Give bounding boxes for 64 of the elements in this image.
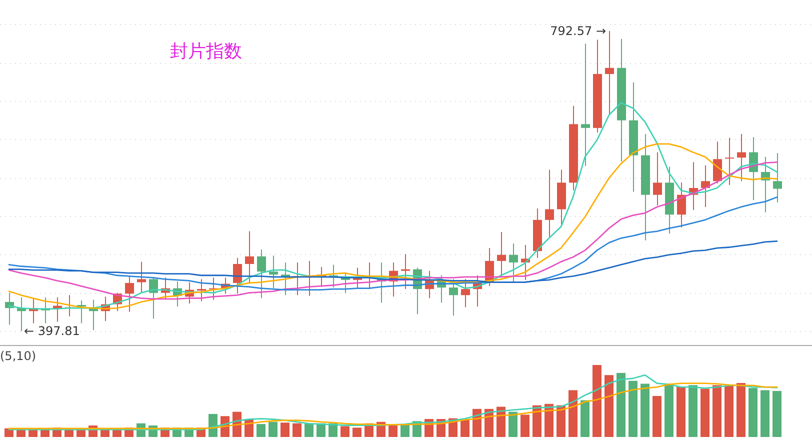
bar	[604, 375, 614, 437]
candlestick	[737, 134, 746, 182]
candlestick	[233, 257, 242, 294]
bar	[760, 390, 770, 437]
bar	[208, 414, 218, 437]
bar	[340, 426, 350, 437]
bar	[532, 405, 542, 437]
candlestick	[449, 278, 458, 316]
bar	[400, 424, 410, 437]
candlestick	[149, 276, 158, 320]
bar	[496, 406, 506, 437]
bar	[304, 423, 314, 437]
chart-title: (5,10)	[0, 349, 36, 363]
bar	[556, 405, 566, 437]
candlestick	[653, 152, 662, 206]
bar	[640, 384, 650, 437]
bar	[256, 424, 266, 437]
bar	[112, 430, 122, 437]
candlestick	[461, 278, 470, 308]
bar	[292, 423, 302, 437]
bar	[700, 388, 710, 437]
candlestick	[125, 276, 134, 312]
bar	[544, 404, 554, 437]
bar	[676, 386, 686, 437]
candlestick	[269, 255, 278, 289]
candlestick	[257, 249, 266, 299]
candlestick	[497, 232, 506, 278]
bar	[736, 383, 746, 437]
bar	[568, 390, 578, 437]
bar	[748, 388, 758, 437]
bar	[472, 408, 482, 437]
bar	[388, 425, 398, 437]
bar	[628, 380, 638, 437]
bar	[352, 428, 362, 437]
candlestick	[401, 254, 410, 290]
text: 封片指数	[170, 41, 242, 62]
candlestick	[77, 300, 86, 324]
candlestick	[137, 261, 146, 294]
bar	[520, 414, 530, 437]
candlestick	[581, 43, 590, 166]
bar	[280, 422, 290, 437]
candlestick	[773, 152, 782, 203]
bar	[580, 400, 590, 437]
bar	[460, 420, 470, 437]
bar	[712, 385, 722, 437]
candlestick	[509, 242, 518, 283]
candlestick	[605, 30, 614, 116]
bar	[268, 422, 278, 437]
annotation: ← 397.81	[24, 324, 80, 338]
bar	[616, 372, 626, 437]
bar	[508, 412, 518, 437]
bar	[724, 386, 734, 437]
bar	[664, 384, 674, 437]
bar	[652, 396, 662, 437]
candlestick	[725, 137, 734, 186]
bar	[772, 390, 782, 437]
annotation: 792.57 →	[550, 24, 606, 38]
candlestick	[245, 230, 254, 284]
bar	[688, 385, 698, 437]
candlestick	[701, 164, 710, 208]
candlestick	[197, 278, 206, 302]
candlestick	[545, 169, 554, 238]
candlestick	[677, 182, 686, 228]
bar	[592, 365, 602, 437]
